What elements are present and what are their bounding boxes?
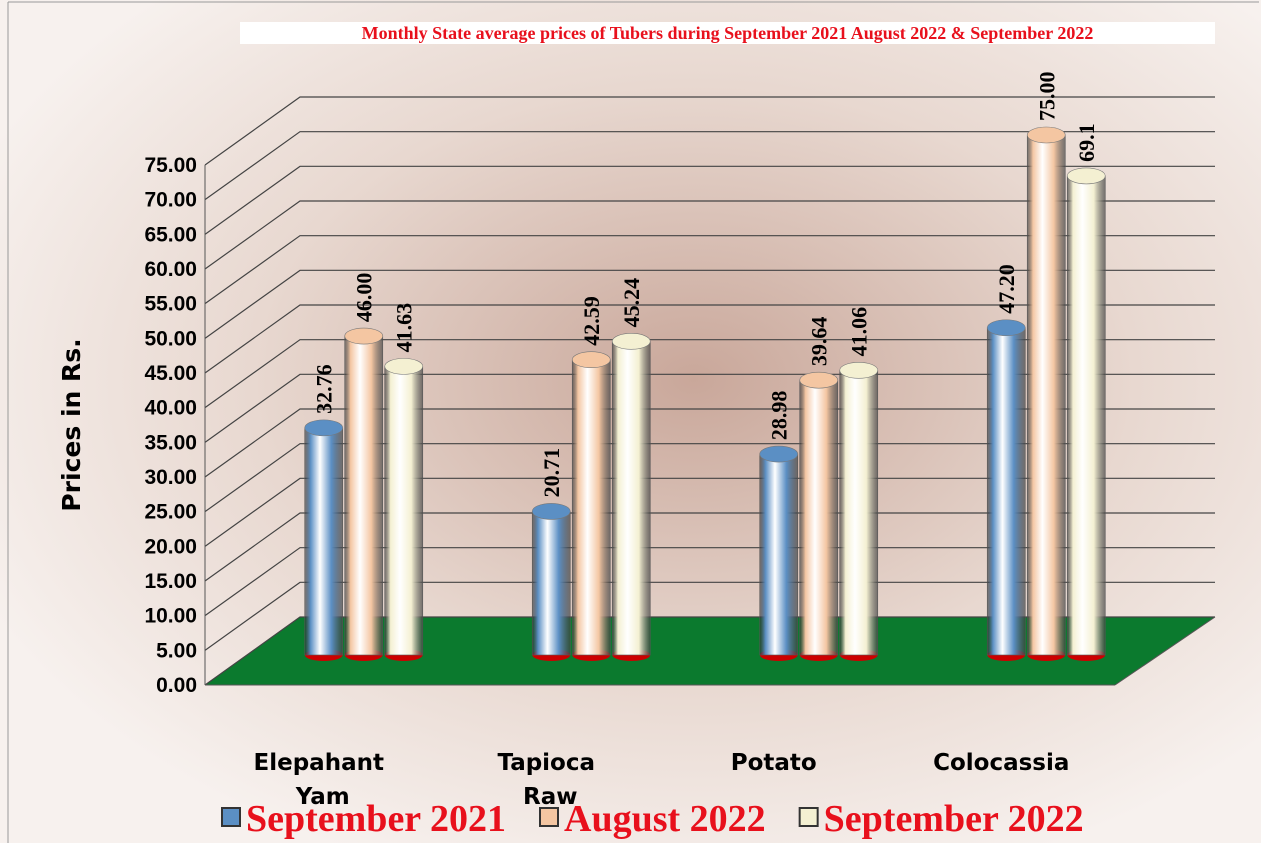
bar-cap <box>759 445 799 463</box>
y-tick-label: 65.00 <box>144 223 197 246</box>
value-label: 42.59 <box>579 296 604 346</box>
y-tick-label: 75.00 <box>144 154 197 177</box>
legend-label: August 2022 <box>564 798 766 840</box>
bar <box>571 359 611 656</box>
x-tick-label: Colocassia <box>933 750 1069 776</box>
grid-line <box>204 512 1215 582</box>
bar-cap <box>839 362 879 379</box>
bar <box>799 379 839 656</box>
bar-cap <box>344 327 384 345</box>
value-label: 69.1 <box>1074 123 1099 162</box>
grid-line <box>204 408 1215 478</box>
bar-cap <box>986 319 1026 337</box>
y-tick-label: 40.00 <box>144 397 197 420</box>
value-label: 41.06 <box>847 307 872 357</box>
value-label: 20.71 <box>539 448 564 498</box>
x-tick-label: Potato <box>731 750 817 776</box>
bar <box>344 335 384 656</box>
grid-line <box>204 304 1215 374</box>
y-tick-label: 35.00 <box>144 431 197 454</box>
value-label: 28.98 <box>767 391 792 441</box>
y-tick-label: 55.00 <box>144 293 197 316</box>
grid-line <box>204 443 1215 513</box>
bar-cap <box>1026 126 1066 144</box>
grid-line <box>204 235 1215 305</box>
value-label: 41.63 <box>392 303 417 353</box>
y-tick-label: 15.00 <box>144 570 197 593</box>
grid-line <box>204 96 1215 166</box>
y-tick-label: 25.00 <box>144 501 197 524</box>
bar-cap <box>571 351 611 369</box>
floor <box>205 617 1215 685</box>
bar <box>384 366 424 656</box>
legend-swatch <box>539 807 559 827</box>
bar <box>1066 175 1106 656</box>
x-tick-label: Elepahant Yam <box>254 750 384 810</box>
grid-line <box>204 165 1215 235</box>
value-label: 46.00 <box>352 273 377 323</box>
y-tick-label: 20.00 <box>144 535 197 558</box>
bar <box>759 453 799 656</box>
bar-cap <box>611 333 651 350</box>
bar-cap <box>304 419 344 437</box>
y-axis-label: Prices in Rs. <box>57 338 86 511</box>
bar <box>611 341 651 656</box>
grid-line <box>204 200 1215 270</box>
y-tick-label: 10.00 <box>144 605 197 628</box>
value-label: 47.20 <box>994 264 1019 314</box>
grid-line <box>204 373 1215 443</box>
legend-swatch <box>221 807 241 827</box>
bar-cap <box>384 358 424 375</box>
bar-cap <box>1066 167 1106 185</box>
grid-line <box>204 477 1215 547</box>
value-label: 39.64 <box>807 317 832 367</box>
legend-label: September 2022 <box>824 798 1084 840</box>
bar <box>531 511 571 656</box>
grid-line <box>204 339 1215 409</box>
y-tick-label: 50.00 <box>144 327 197 350</box>
bar <box>1026 134 1066 656</box>
legend-label: September 2021 <box>246 798 506 840</box>
y-tick-label: 30.00 <box>144 466 197 489</box>
bar-cap <box>531 503 571 520</box>
y-tick-label: 70.00 <box>144 189 197 212</box>
y-tick-label: 45.00 <box>144 362 197 385</box>
bar <box>986 327 1026 656</box>
y-tick-label: 5.00 <box>156 639 197 662</box>
value-label: 75.00 <box>1034 72 1059 122</box>
grid-line <box>204 547 1215 617</box>
value-label: 45.24 <box>619 278 644 328</box>
bar <box>839 370 879 656</box>
grid-line <box>204 616 1215 686</box>
grid-line <box>204 269 1215 339</box>
y-tick-label: 0.00 <box>156 674 197 697</box>
legend-swatch <box>798 807 819 827</box>
x-axis <box>1114 616 1216 686</box>
value-label: 32.76 <box>312 364 337 414</box>
bar <box>304 427 344 656</box>
x-tick-label: Tapioca Raw <box>497 750 595 810</box>
bar-cap <box>799 371 839 389</box>
grid-line <box>204 131 1215 201</box>
y-tick-label: 60.00 <box>144 258 197 281</box>
chart-title: Monthly State average prices of Tubers d… <box>240 22 1215 44</box>
grid-line <box>204 581 1215 651</box>
